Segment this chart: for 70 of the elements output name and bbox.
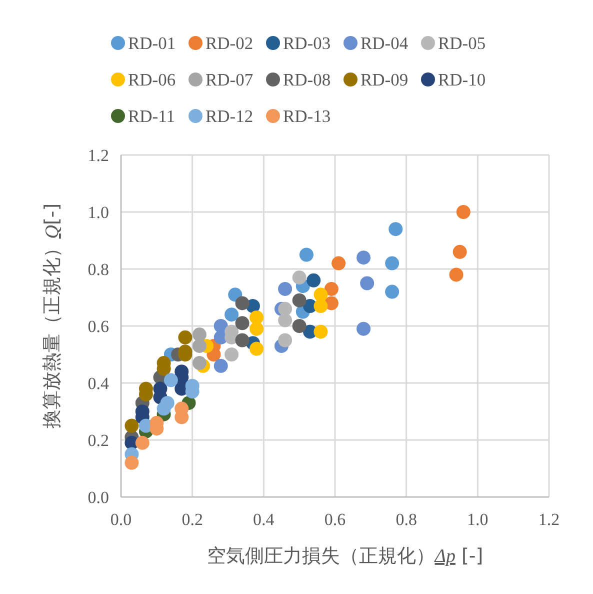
point — [278, 282, 292, 296]
y-tick-label: 1.0 — [88, 203, 109, 222]
point — [192, 328, 206, 342]
point — [235, 333, 250, 348]
point — [324, 282, 338, 296]
x-tick-label: 1.2 — [538, 510, 560, 529]
y-tick-label: 1.2 — [88, 146, 109, 165]
point — [314, 288, 328, 302]
legend-label: RD-08 — [283, 70, 331, 90]
point — [292, 293, 306, 308]
point — [124, 418, 139, 433]
x-tick-label: 0.4 — [253, 510, 275, 529]
point — [124, 456, 139, 470]
point — [306, 273, 321, 288]
y-tick-label: 0.4 — [88, 374, 110, 393]
x-tick-label: 0.2 — [182, 510, 203, 529]
legend-label: RD-06 — [128, 70, 176, 90]
legend-label: RD-09 — [360, 70, 408, 90]
point — [164, 373, 178, 388]
legend-label: RD-10 — [438, 70, 486, 90]
legend-label: RD-13 — [283, 106, 331, 126]
point — [278, 302, 292, 316]
x-tick-label: 0.6 — [324, 510, 346, 529]
point — [224, 348, 239, 362]
point — [388, 222, 403, 236]
y-axis-title: 換算放熱量（正規化）Q[-] — [41, 203, 63, 429]
y-tick-label: 0.2 — [88, 431, 109, 450]
point — [278, 313, 292, 328]
point — [292, 270, 306, 285]
point — [250, 342, 264, 356]
point — [224, 308, 239, 322]
x-tick-label: 0.8 — [396, 510, 417, 529]
point — [192, 356, 206, 370]
point — [456, 205, 470, 219]
x-tick-label: 1.0 — [467, 510, 488, 529]
point — [356, 322, 371, 336]
point — [356, 250, 371, 265]
y-tick-label: 0.6 — [88, 317, 109, 336]
legend-label: RD-05 — [438, 33, 486, 53]
legend-label: RD-02 — [206, 33, 254, 53]
legend-label: RD-11 — [128, 106, 175, 126]
point — [449, 268, 464, 282]
point — [178, 330, 192, 344]
point — [385, 256, 400, 270]
legend-label: RD-04 — [360, 33, 408, 53]
point — [299, 248, 314, 262]
legend-label: RD-07 — [206, 70, 254, 90]
point — [235, 296, 250, 310]
point — [135, 436, 150, 450]
legend-label: RD-12 — [206, 106, 254, 126]
y-tick-label: 0.0 — [88, 488, 109, 507]
x-tick-label: 0.0 — [110, 510, 132, 529]
point — [250, 322, 264, 336]
point — [235, 316, 250, 330]
legend-label: RD-01 — [128, 33, 176, 53]
point — [278, 333, 292, 348]
x-axis-title: 空気側圧力損失（正規化）Δp [-] — [206, 545, 484, 567]
point — [292, 319, 306, 333]
point — [452, 244, 467, 259]
point — [360, 276, 374, 290]
y-tick-label: 0.8 — [88, 260, 109, 279]
point — [385, 284, 400, 299]
point — [332, 256, 346, 270]
point — [250, 310, 264, 324]
point — [192, 338, 206, 353]
point — [214, 358, 228, 373]
point — [314, 324, 328, 339]
legend-label: RD-03 — [283, 33, 331, 53]
point — [160, 396, 174, 410]
point — [314, 299, 328, 314]
